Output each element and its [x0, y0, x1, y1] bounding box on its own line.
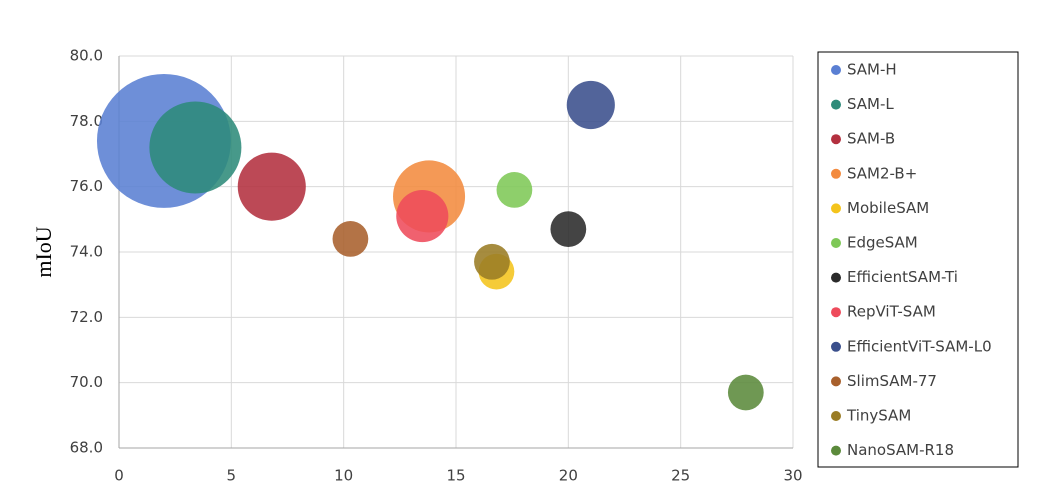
- x-tick-label: 0: [114, 467, 124, 485]
- bubble: [332, 221, 369, 257]
- legend-marker: [831, 99, 841, 110]
- legend-marker: [831, 341, 841, 352]
- legend-marker: [831, 203, 841, 214]
- legend-marker: [831, 238, 841, 248]
- legend-label: TinySAM: [846, 407, 911, 425]
- legend-label: SAM2-B+: [847, 164, 917, 182]
- legend-marker: [831, 134, 841, 145]
- x-tick-label: 20: [559, 467, 578, 485]
- legend-label: EfficientViT-SAM-L0: [847, 337, 992, 355]
- x-tick-label: 25: [671, 467, 690, 485]
- legend-marker: [831, 376, 841, 387]
- legend-label: RepViT-SAM: [847, 303, 936, 321]
- legend-label: SAM-H: [847, 61, 897, 79]
- bubble: [474, 243, 510, 280]
- legend-marker: [831, 307, 841, 318]
- x-tick-label: 30: [783, 467, 802, 485]
- x-tick-label: 10: [334, 467, 353, 485]
- bubble: [727, 374, 764, 411]
- y-tick-label: 78.0: [70, 112, 103, 130]
- y-tick-label: 70.0: [70, 373, 103, 391]
- legend-label: SlimSAM-77: [847, 372, 937, 390]
- bubble: [396, 190, 449, 243]
- legend-label: SAM-B: [847, 130, 895, 148]
- y-tick-label: 68.0: [70, 439, 103, 457]
- legend-label: MobileSAM: [847, 199, 929, 217]
- legend-label: EfficientSAM-Ti: [847, 268, 958, 286]
- bubble: [237, 152, 306, 221]
- bubble: [149, 101, 242, 194]
- bubble: [566, 80, 615, 130]
- y-axis-label: mIoU: [31, 226, 56, 277]
- y-tick-label: 80.0: [70, 47, 103, 65]
- legend-label: SAM-L: [847, 95, 894, 113]
- legend-label: NanoSAM-R18: [847, 441, 954, 459]
- y-tick-label: 72.0: [70, 308, 103, 326]
- bubble: [496, 172, 533, 208]
- x-tick-label: 15: [446, 467, 465, 485]
- legend-box: [817, 51, 1019, 468]
- y-tick-label: 74.0: [70, 243, 103, 261]
- legend-marker: [831, 168, 841, 179]
- legend-marker: [831, 445, 841, 456]
- legend-marker: [831, 65, 841, 75]
- bubble: [550, 211, 587, 248]
- legend-marker: [831, 411, 841, 421]
- y-tick-label: 76.0: [70, 177, 103, 195]
- legend-marker: [831, 272, 841, 283]
- x-tick-label: 5: [227, 467, 237, 485]
- legend-label: EdgeSAM: [847, 234, 918, 252]
